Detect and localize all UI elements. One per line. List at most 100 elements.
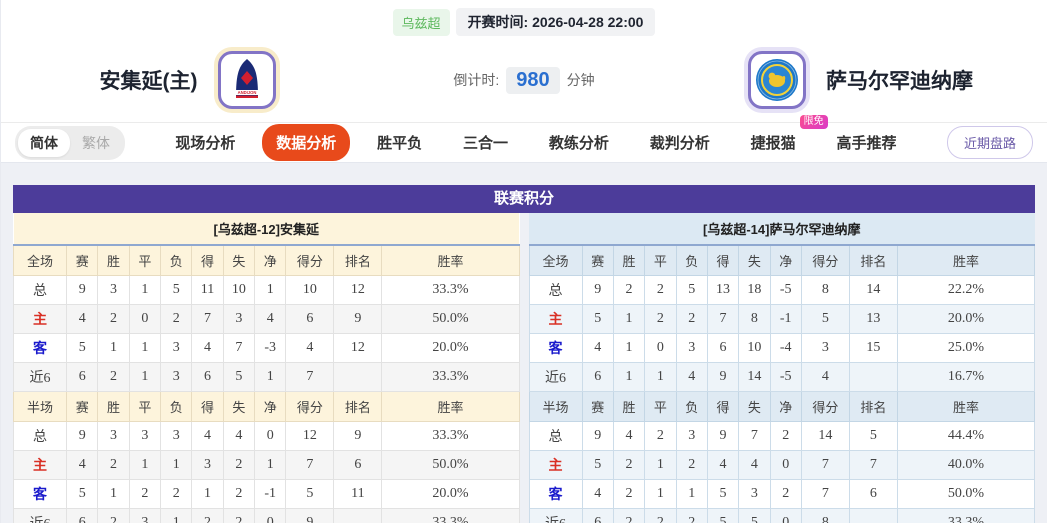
- stat-cell: 2: [128, 478, 162, 509]
- nav-tab-1[interactable]: 数据分析: [262, 124, 351, 161]
- away-standings-table: [乌兹超-14]萨马尔罕迪纳摩 全场赛胜平负得失净得分 排名 胜率总 9 2 2 5 13 18-…: [528, 213, 1036, 523]
- away-team-logo: [748, 51, 806, 109]
- countdown-label: 倒计时:: [453, 72, 500, 88]
- stat-cell: [333, 507, 383, 523]
- col-header: 排名: [333, 391, 383, 422]
- stat-cell: 50.0%: [896, 478, 1036, 509]
- col-header: 胜: [97, 245, 130, 276]
- col-header: 得: [706, 391, 740, 422]
- away-logo-icon: [756, 59, 798, 101]
- language-toggle[interactable]: 简体 繁体: [15, 125, 125, 160]
- home-team-name: 安集延(主): [99, 70, 198, 93]
- col-header: 赛: [66, 391, 99, 422]
- col-header: 胜率: [896, 245, 1036, 276]
- nav-tab-4[interactable]: 教练分析: [548, 135, 609, 152]
- stat-cell: 10: [738, 332, 771, 363]
- stat-cell: 6: [191, 361, 224, 392]
- stat-cell: 3: [675, 332, 708, 363]
- stat-cell: 4: [222, 420, 256, 451]
- stat-cell: 1: [160, 507, 193, 523]
- table-row: 总 9 3 3 3 4 4 0 12 9 33.3%: [12, 420, 520, 451]
- stat-cell: 2: [97, 361, 130, 392]
- content-area: 联赛积分 [乌兹超-12]安集延 全场赛胜平负得失净得分 排名 胜率总 9 3 1 5 11 10…: [1, 163, 1047, 523]
- lang-option-0[interactable]: 简体: [18, 128, 70, 157]
- stat-cell: 8: [800, 507, 850, 523]
- column-header-row: 全场赛胜平负得失净得分 排名 胜率: [528, 245, 1036, 276]
- stat-cell: 6: [66, 507, 99, 523]
- stat-cell: [848, 361, 898, 392]
- lang-option-1[interactable]: 繁体: [82, 134, 110, 151]
- stat-cell: -3: [254, 332, 287, 363]
- stat-cell: 2: [612, 274, 646, 305]
- table-row: 客 5 1 1 3 4 7 -3 4 12 20.0%: [12, 332, 520, 363]
- stat-cell: 1: [97, 478, 130, 509]
- stat-cell: 0: [769, 507, 802, 523]
- stat-cell: 4: [612, 420, 646, 451]
- stat-cell: 4: [66, 449, 99, 480]
- col-header: 得分: [800, 391, 850, 422]
- stat-cell: 2: [612, 478, 646, 509]
- stat-cell: 40.0%: [896, 449, 1036, 480]
- col-header: 负: [160, 245, 193, 276]
- col-header: 负: [675, 391, 708, 422]
- nav-tab-7[interactable]: 高手推荐: [836, 135, 897, 152]
- league-badge[interactable]: 乌兹超: [392, 8, 450, 36]
- row-label-recent: 近6: [528, 361, 583, 392]
- stat-cell: 6: [581, 361, 614, 392]
- stat-cell: 50.0%: [381, 303, 520, 334]
- stat-cell: 9: [706, 361, 740, 392]
- stat-cell: 9: [581, 420, 614, 451]
- stat-cell: 0: [644, 332, 677, 363]
- table-row: 近66231220933.3%: [12, 507, 520, 523]
- stat-cell: 5: [675, 274, 708, 305]
- stat-cell: 5: [581, 303, 614, 334]
- stat-cell: 2: [222, 507, 256, 523]
- col-header: 失: [222, 245, 256, 276]
- stat-cell: 1: [644, 478, 677, 509]
- stat-cell: 2: [675, 449, 708, 480]
- nav-tab-6[interactable]: 捷报猫 限免: [737, 115, 828, 161]
- nav-tab-3[interactable]: 三合一: [463, 135, 509, 152]
- scope-header: 全场: [528, 245, 583, 276]
- teams-row: 安集延(主) ANDIJON 倒计时: 980 分钟: [1, 38, 1047, 122]
- col-header: 得分: [285, 391, 335, 422]
- recent-odds-button[interactable]: 近期盘路: [946, 126, 1033, 159]
- stat-cell: 16.7%: [896, 361, 1036, 392]
- nav-tab-0[interactable]: 现场分析: [175, 135, 236, 152]
- stat-cell: 5: [160, 274, 193, 305]
- table-row: 主 5 2 1 2 4 4 0 7 7 40.0%: [528, 449, 1036, 480]
- scope-header: 半场: [528, 391, 583, 422]
- stat-cell: 2: [160, 478, 193, 509]
- stat-cell: 6: [706, 332, 740, 363]
- nav-tab-2[interactable]: 胜平负: [377, 135, 423, 152]
- stat-cell: 44.4%: [896, 420, 1036, 451]
- stat-cell: 9: [333, 303, 383, 334]
- col-header: 胜: [612, 391, 646, 422]
- col-header: 胜率: [896, 391, 1036, 422]
- table-row: 主 4 2 1 1 3 2 1 7 6 50.0%: [12, 449, 520, 480]
- col-header: 负: [160, 391, 193, 422]
- stat-cell: -4: [769, 332, 802, 363]
- stat-cell: 0: [254, 420, 287, 451]
- col-header: 失: [738, 391, 771, 422]
- stat-cell: -1: [769, 303, 802, 334]
- stat-cell: 1: [128, 361, 162, 392]
- col-header: 平: [644, 245, 677, 276]
- stat-cell: 33.3%: [381, 274, 520, 305]
- stat-cell: 8: [738, 303, 771, 334]
- stat-cell: 9: [706, 420, 740, 451]
- stat-cell: 0: [254, 507, 287, 523]
- stat-cell: 4: [66, 303, 99, 334]
- stat-cell: 7: [222, 332, 256, 363]
- table-row: 客 4 2 1 1 5 3 2 7 6 50.0%: [528, 478, 1036, 509]
- col-header: 净: [254, 391, 287, 422]
- col-header: 胜率: [381, 391, 520, 422]
- stat-cell: 7: [848, 449, 898, 480]
- stat-cell: 9: [333, 420, 383, 451]
- col-header: 排名: [848, 391, 898, 422]
- stat-cell: 5: [581, 449, 614, 480]
- stat-cell: 1: [254, 274, 287, 305]
- nav-tab-5[interactable]: 裁判分析: [649, 135, 710, 152]
- col-header: 失: [738, 245, 771, 276]
- row-label-away: 客: [528, 332, 583, 363]
